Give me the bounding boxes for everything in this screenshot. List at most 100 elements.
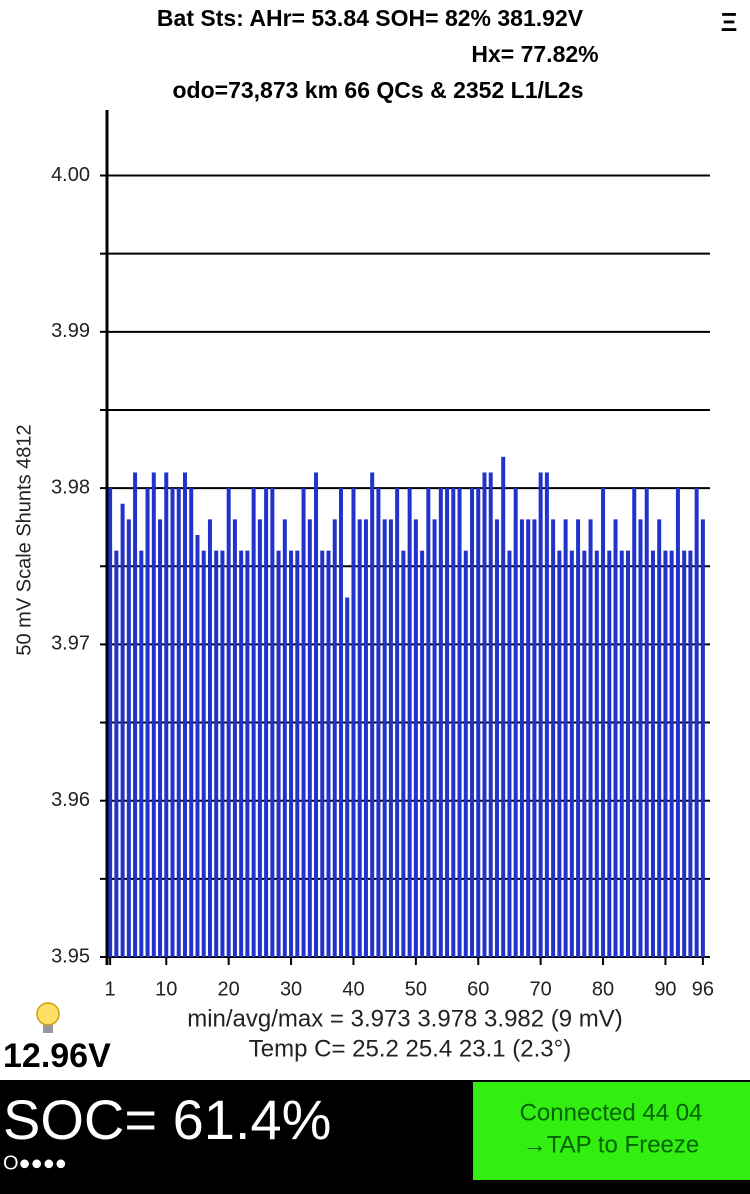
bar bbox=[551, 519, 556, 957]
bar bbox=[669, 550, 674, 957]
bar bbox=[476, 488, 481, 957]
bar bbox=[626, 550, 631, 957]
bar bbox=[139, 550, 144, 957]
bar bbox=[569, 550, 574, 957]
bar bbox=[232, 519, 237, 957]
y-tick-label: 3.97 bbox=[51, 633, 90, 655]
bar bbox=[301, 488, 306, 957]
bar bbox=[576, 519, 581, 957]
bar bbox=[357, 519, 362, 957]
bar bbox=[351, 488, 356, 957]
bar bbox=[214, 550, 219, 957]
bar bbox=[145, 488, 150, 957]
bar bbox=[189, 488, 194, 957]
bar bbox=[395, 488, 400, 957]
bar bbox=[126, 519, 131, 957]
bar bbox=[289, 550, 294, 957]
bar bbox=[226, 488, 231, 957]
bar bbox=[370, 472, 375, 957]
bar bbox=[438, 488, 443, 957]
x-tick-label: 96 bbox=[692, 978, 714, 1000]
bar bbox=[538, 472, 543, 957]
bar bbox=[594, 550, 599, 957]
bar bbox=[700, 519, 705, 957]
bar bbox=[120, 503, 125, 957]
bar bbox=[563, 519, 568, 957]
plot: 3.95 3.96 3.97 3.98 3.99 4.00 1 10 20 30 40 50 60 70 8… bbox=[51, 110, 714, 1000]
bar bbox=[257, 519, 262, 957]
bar bbox=[176, 488, 181, 957]
tap-hint[interactable]: →TAP to Freeze bbox=[523, 1131, 700, 1158]
bar bbox=[445, 488, 450, 957]
x-tick-label: 10 bbox=[155, 978, 177, 1000]
bar bbox=[663, 550, 668, 957]
bar bbox=[470, 488, 475, 957]
bar bbox=[182, 472, 187, 957]
temperature: Temp C= 25.2 25.4 23.1 (2.3°) bbox=[249, 1035, 571, 1062]
bar bbox=[295, 550, 300, 957]
bar bbox=[251, 488, 256, 957]
x-tick-label: 40 bbox=[342, 978, 364, 1000]
bar bbox=[164, 472, 169, 957]
bar bbox=[588, 519, 593, 957]
bar bbox=[632, 488, 637, 957]
x-tick-label: 50 bbox=[405, 978, 427, 1000]
bar bbox=[407, 488, 412, 957]
bar bbox=[382, 519, 387, 957]
bar bbox=[307, 519, 312, 957]
y-tick-label: 3.99 bbox=[51, 320, 90, 342]
bar bbox=[133, 472, 138, 957]
header-line: Bat Sts: AHr= 53.84 SOH= 82% 381.92V bbox=[157, 5, 584, 31]
bar bbox=[282, 519, 287, 957]
y-tick-label: 3.98 bbox=[51, 476, 90, 498]
bar bbox=[363, 519, 368, 957]
bar bbox=[158, 519, 163, 957]
y-axis-label: 50 mV Scale Shunts 4812 bbox=[13, 424, 35, 655]
button-bg[interactable] bbox=[473, 1082, 750, 1180]
bar bbox=[401, 550, 406, 957]
page-dots: O●●●● bbox=[3, 1152, 67, 1174]
bar bbox=[694, 488, 699, 957]
bar bbox=[170, 488, 175, 957]
bar bbox=[501, 456, 506, 957]
bar bbox=[488, 472, 493, 957]
x-tick-label: 80 bbox=[592, 978, 614, 1000]
aux-voltage: 12.96V bbox=[3, 1037, 111, 1075]
bar bbox=[513, 488, 518, 957]
bar bbox=[432, 519, 437, 957]
bar bbox=[688, 550, 693, 957]
bar bbox=[314, 472, 319, 957]
x-tick-label: 20 bbox=[218, 978, 240, 1000]
freeze-button[interactable]: Connected 44 04 →TAP to Freeze bbox=[473, 1082, 750, 1180]
bar bbox=[108, 488, 113, 957]
bar bbox=[376, 488, 381, 957]
bar bbox=[544, 472, 549, 957]
bar bbox=[451, 488, 456, 957]
header-line: Hx= 77.82% bbox=[471, 41, 598, 67]
bar bbox=[276, 550, 281, 957]
x-tick-label: 30 bbox=[280, 978, 302, 1000]
bar bbox=[644, 488, 649, 957]
bar bbox=[482, 472, 487, 957]
bar bbox=[151, 472, 156, 957]
bar bbox=[682, 550, 687, 957]
bulb-icon bbox=[36, 1002, 60, 1033]
bar bbox=[332, 519, 337, 957]
connection[interactable]: Connected 44 04 bbox=[520, 1099, 703, 1126]
bar bbox=[619, 550, 624, 957]
bar bbox=[526, 519, 531, 957]
bar bbox=[114, 550, 119, 957]
bar bbox=[345, 597, 350, 957]
bar bbox=[338, 488, 343, 957]
y-tick-label: 3.95 bbox=[51, 945, 90, 967]
bar bbox=[532, 519, 537, 957]
bar bbox=[657, 519, 662, 957]
min-avg-max: min/avg/max = 3.973 3.978 3.982 (9 mV) bbox=[187, 1005, 623, 1032]
bar bbox=[613, 519, 618, 957]
bar bbox=[494, 519, 499, 957]
bar bbox=[320, 550, 325, 957]
menu-button[interactable]: Ξ bbox=[721, 7, 738, 37]
bar bbox=[264, 488, 269, 957]
bar bbox=[201, 550, 206, 957]
